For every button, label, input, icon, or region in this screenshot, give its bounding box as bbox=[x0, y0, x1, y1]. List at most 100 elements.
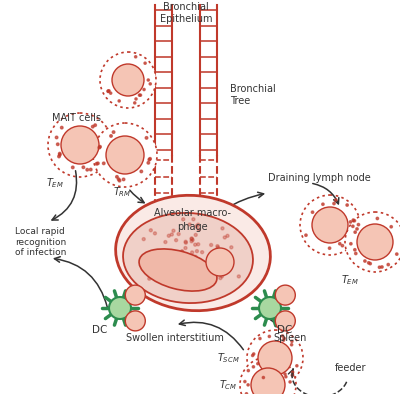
Circle shape bbox=[328, 247, 331, 249]
Circle shape bbox=[181, 285, 184, 288]
Circle shape bbox=[194, 255, 197, 258]
Circle shape bbox=[118, 100, 120, 102]
Circle shape bbox=[219, 277, 222, 280]
Circle shape bbox=[352, 225, 354, 227]
Circle shape bbox=[171, 270, 174, 273]
Circle shape bbox=[165, 271, 168, 274]
Circle shape bbox=[96, 162, 99, 165]
Text: $T_{EM}$: $T_{EM}$ bbox=[341, 273, 359, 287]
Circle shape bbox=[48, 113, 112, 177]
Circle shape bbox=[193, 258, 196, 260]
Circle shape bbox=[107, 90, 109, 92]
Circle shape bbox=[177, 271, 180, 274]
Circle shape bbox=[139, 94, 142, 96]
Text: Swollen interstitium: Swollen interstitium bbox=[126, 333, 224, 343]
Circle shape bbox=[192, 218, 195, 221]
Circle shape bbox=[334, 199, 337, 201]
Circle shape bbox=[292, 371, 294, 373]
Circle shape bbox=[149, 229, 152, 232]
Circle shape bbox=[188, 275, 192, 278]
Circle shape bbox=[188, 223, 191, 226]
Circle shape bbox=[245, 393, 248, 394]
Circle shape bbox=[268, 335, 270, 338]
Ellipse shape bbox=[123, 213, 253, 303]
Circle shape bbox=[191, 251, 194, 254]
Circle shape bbox=[289, 381, 291, 383]
Circle shape bbox=[354, 249, 356, 251]
Circle shape bbox=[311, 211, 314, 214]
Circle shape bbox=[349, 221, 352, 223]
Circle shape bbox=[357, 224, 393, 260]
Circle shape bbox=[184, 240, 187, 243]
Circle shape bbox=[190, 240, 193, 243]
Circle shape bbox=[252, 354, 254, 357]
Circle shape bbox=[177, 232, 180, 236]
Circle shape bbox=[82, 166, 85, 169]
Circle shape bbox=[158, 261, 162, 264]
Circle shape bbox=[387, 264, 390, 266]
Circle shape bbox=[275, 285, 295, 305]
Circle shape bbox=[240, 357, 296, 394]
Circle shape bbox=[100, 52, 156, 108]
Circle shape bbox=[300, 195, 360, 255]
Circle shape bbox=[60, 126, 63, 129]
Circle shape bbox=[61, 126, 99, 164]
Circle shape bbox=[376, 217, 378, 220]
Text: $T_{SCM}$: $T_{SCM}$ bbox=[217, 351, 239, 365]
Circle shape bbox=[369, 262, 372, 265]
Text: $T_{CM}$: $T_{CM}$ bbox=[219, 378, 237, 392]
Circle shape bbox=[154, 232, 156, 235]
Circle shape bbox=[140, 170, 142, 173]
Circle shape bbox=[86, 169, 88, 171]
Circle shape bbox=[364, 260, 366, 262]
Circle shape bbox=[171, 267, 174, 270]
Circle shape bbox=[160, 266, 163, 269]
Circle shape bbox=[158, 275, 161, 278]
Circle shape bbox=[352, 219, 354, 221]
Text: $T_{EM}$: $T_{EM}$ bbox=[46, 176, 64, 190]
Circle shape bbox=[181, 250, 184, 253]
Circle shape bbox=[187, 255, 190, 258]
Circle shape bbox=[346, 204, 348, 206]
Circle shape bbox=[396, 253, 398, 255]
Circle shape bbox=[378, 266, 381, 268]
Circle shape bbox=[134, 56, 137, 58]
Circle shape bbox=[191, 238, 194, 242]
Circle shape bbox=[357, 223, 360, 226]
Circle shape bbox=[112, 64, 144, 96]
Circle shape bbox=[112, 131, 115, 134]
Circle shape bbox=[291, 374, 294, 376]
Circle shape bbox=[135, 98, 137, 100]
Circle shape bbox=[247, 370, 250, 372]
Circle shape bbox=[58, 155, 60, 158]
Text: Bronchial
Tree: Bronchial Tree bbox=[230, 84, 276, 106]
Circle shape bbox=[148, 277, 151, 280]
Circle shape bbox=[172, 275, 175, 277]
Circle shape bbox=[95, 162, 98, 165]
Text: Local rapid
recognition
of infection: Local rapid recognition of infection bbox=[15, 227, 66, 257]
Text: Bronchial
Epithelium: Bronchial Epithelium bbox=[160, 2, 212, 24]
Circle shape bbox=[149, 83, 151, 85]
Circle shape bbox=[170, 257, 174, 260]
Circle shape bbox=[247, 384, 249, 386]
Circle shape bbox=[187, 256, 190, 260]
Circle shape bbox=[125, 311, 145, 331]
Circle shape bbox=[247, 330, 303, 386]
Circle shape bbox=[252, 353, 255, 355]
Circle shape bbox=[184, 256, 187, 260]
Circle shape bbox=[147, 79, 150, 81]
Circle shape bbox=[185, 280, 188, 283]
Circle shape bbox=[125, 285, 145, 305]
Circle shape bbox=[164, 280, 167, 283]
Circle shape bbox=[109, 297, 131, 319]
Circle shape bbox=[257, 362, 259, 365]
Circle shape bbox=[210, 243, 213, 247]
Circle shape bbox=[216, 245, 219, 248]
Circle shape bbox=[192, 259, 195, 262]
Circle shape bbox=[99, 145, 101, 148]
Circle shape bbox=[220, 275, 224, 278]
Circle shape bbox=[175, 239, 178, 242]
Circle shape bbox=[285, 375, 287, 378]
Circle shape bbox=[252, 366, 254, 368]
Circle shape bbox=[110, 92, 112, 94]
